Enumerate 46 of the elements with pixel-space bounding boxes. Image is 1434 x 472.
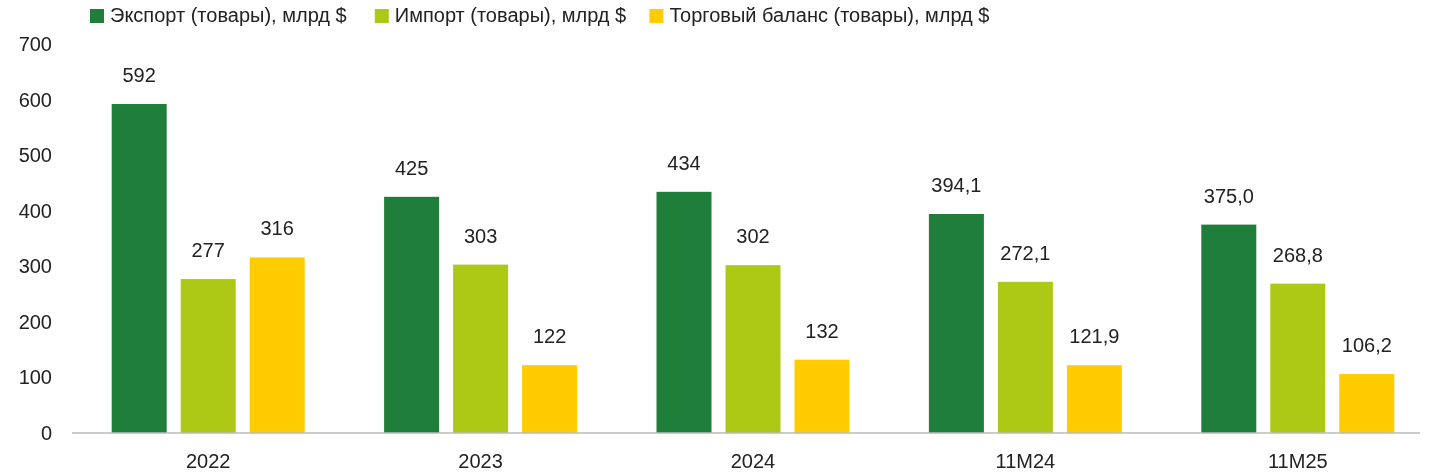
bar	[725, 265, 781, 433]
y-tick-label: 700	[18, 33, 52, 55]
y-tick-label: 400	[18, 199, 52, 222]
y-tick-label: 500	[18, 144, 52, 167]
x-tick-label: 2024	[730, 450, 776, 472]
y-tick-label: 0	[40, 422, 52, 444]
data-label: 434	[667, 151, 701, 174]
bar	[1339, 373, 1395, 433]
bar	[1066, 365, 1122, 433]
bar	[794, 359, 850, 433]
legend-label: Экспорт (товары), млрд $	[110, 4, 347, 26]
x-tick-label: 11M25	[1267, 450, 1328, 472]
bar	[453, 264, 509, 433]
y-tick-label: 300	[18, 255, 52, 278]
bar	[249, 257, 305, 433]
data-label: 302	[736, 225, 770, 248]
bar	[1270, 283, 1326, 433]
bar	[1201, 224, 1257, 433]
data-label: 303	[463, 224, 498, 247]
y-tick-label: 600	[18, 88, 52, 111]
data-label: 394,1	[931, 173, 982, 196]
data-label: 316	[260, 217, 294, 240]
x-tick-label: 2022	[185, 450, 231, 472]
bar	[656, 191, 712, 433]
bar	[522, 365, 578, 433]
data-label: 277	[191, 239, 225, 262]
x-tick-label: 11M24	[995, 450, 1056, 472]
bar	[928, 213, 984, 433]
bar	[384, 196, 440, 433]
data-label: 272,1	[1000, 241, 1051, 264]
bar	[997, 281, 1053, 433]
data-label: 121,9	[1069, 325, 1120, 348]
legend-label: Импорт (товары), млрд $	[394, 4, 627, 26]
data-label: 268,8	[1272, 243, 1323, 266]
y-tick-label: 200	[18, 310, 52, 333]
x-tick-label: 2023	[458, 450, 503, 472]
data-label: 425	[394, 156, 429, 179]
bar	[111, 104, 167, 433]
legend-label: Торговый баланс (товары), млрд $	[669, 4, 990, 26]
data-label: 122	[532, 325, 567, 348]
data-label: 132	[805, 319, 839, 342]
data-label: 375,0	[1203, 184, 1254, 207]
data-label: 106,2	[1341, 333, 1392, 356]
data-label: 592	[122, 64, 156, 87]
y-tick-label: 100	[18, 366, 52, 389]
bar	[180, 279, 236, 433]
